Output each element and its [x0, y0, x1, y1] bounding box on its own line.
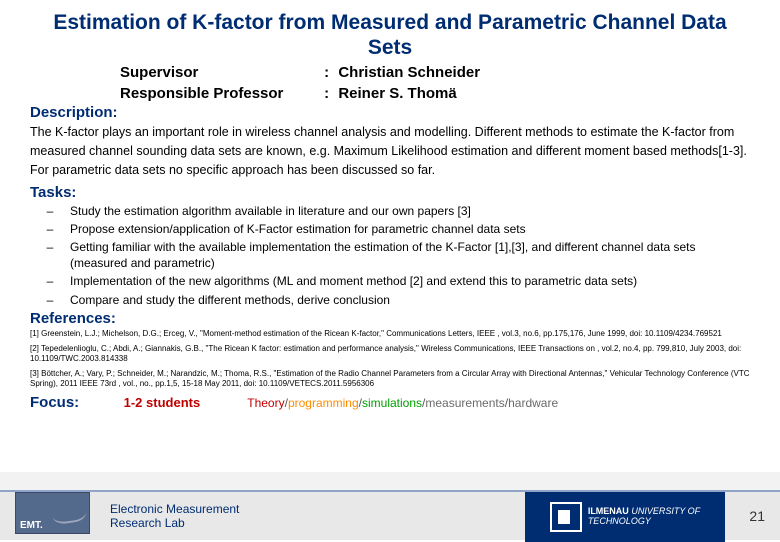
- cat-measurements: measurements: [425, 396, 504, 410]
- reference-item: [3] Böttcher, A.; Vary, P.; Schneider, M…: [30, 369, 750, 389]
- task-text: Propose extension/application of K-Facto…: [70, 221, 750, 237]
- footer: EMT. Electronic Measurement Research Lab…: [0, 490, 780, 540]
- professor-label: Responsible Professor: [120, 85, 320, 102]
- bullet-dash: –: [30, 203, 70, 219]
- page-number: 21: [749, 508, 765, 524]
- cat-hardware: hardware: [508, 396, 558, 410]
- focus-row: Focus: 1-2 students Theory/programming/s…: [30, 394, 750, 411]
- lab-name-l2: Research Lab: [110, 516, 185, 530]
- focus-heading: Focus:: [30, 394, 120, 411]
- bullet-dash: –: [30, 239, 70, 271]
- supervisor-value: Christian Schneider: [338, 64, 480, 81]
- task-item: –Compare and study the different methods…: [30, 292, 750, 308]
- uni-l2: UNIVERSITY OF: [631, 506, 700, 516]
- references-heading: References:: [30, 310, 780, 327]
- supervisor-row: Supervisor : Christian Schneider: [120, 64, 780, 81]
- emt-logo: EMT.: [15, 492, 90, 534]
- task-text: Compare and study the different methods,…: [70, 292, 750, 308]
- university-mark-icon: [550, 502, 582, 532]
- cat-theory: Theory: [247, 396, 284, 410]
- university-text: ILMENAU UNIVERSITY OF TECHNOLOGY: [588, 507, 700, 527]
- description-heading: Description:: [30, 104, 780, 121]
- university-logo: ILMENAU UNIVERSITY OF TECHNOLOGY: [525, 492, 725, 542]
- focus-categories: Theory/programming/simulations/measureme…: [247, 396, 558, 410]
- task-item: –Propose extension/application of K-Fact…: [30, 221, 750, 237]
- colon: :: [324, 64, 334, 81]
- task-text: Implementation of the new algorithms (ML…: [70, 273, 750, 289]
- professor-value: Reiner S. Thomä: [338, 85, 456, 102]
- bullet-dash: –: [30, 292, 70, 308]
- supervisor-label: Supervisor: [120, 64, 320, 81]
- footer-strip: [0, 472, 780, 490]
- uni-l3: TECHNOLOGY: [588, 516, 651, 526]
- task-item: –Implementation of the new algorithms (M…: [30, 273, 750, 289]
- task-item: –Study the estimation algorithm availabl…: [30, 203, 750, 219]
- uni-l1: ILMENAU: [588, 506, 629, 516]
- task-text: Study the estimation algorithm available…: [70, 203, 750, 219]
- emt-text: EMT.: [20, 520, 43, 531]
- reference-item: [2] Tepedelenlioglu, C.; Abdi, A.; Giann…: [30, 344, 750, 364]
- lab-name-l1: Electronic Measurement: [110, 502, 239, 516]
- tasks-list: –Study the estimation algorithm availabl…: [30, 203, 750, 308]
- colon: :: [324, 85, 334, 102]
- cat-simulations: simulations: [362, 396, 422, 410]
- bullet-dash: –: [30, 221, 70, 237]
- professor-row: Responsible Professor : Reiner S. Thomä: [120, 85, 780, 102]
- tasks-heading: Tasks:: [30, 184, 780, 201]
- slide-title: Estimation of K-factor from Measured and…: [0, 0, 780, 60]
- cat-programming: programming: [288, 396, 359, 410]
- task-text: Getting familiar with the available impl…: [70, 239, 750, 271]
- lab-name: Electronic Measurement Research Lab: [110, 502, 239, 531]
- references-list: [1] Greenstein, L.J.; Michelson, D.G.; E…: [30, 329, 750, 389]
- bullet-dash: –: [30, 273, 70, 289]
- reference-item: [1] Greenstein, L.J.; Michelson, D.G.; E…: [30, 329, 750, 339]
- logo-wave-icon: [51, 499, 88, 526]
- task-item: –Getting familiar with the available imp…: [30, 239, 750, 271]
- slide: Estimation of K-factor from Measured and…: [0, 0, 780, 540]
- focus-students: 1-2 students: [124, 395, 244, 410]
- description-text: The K-factor plays an important role in …: [30, 123, 750, 179]
